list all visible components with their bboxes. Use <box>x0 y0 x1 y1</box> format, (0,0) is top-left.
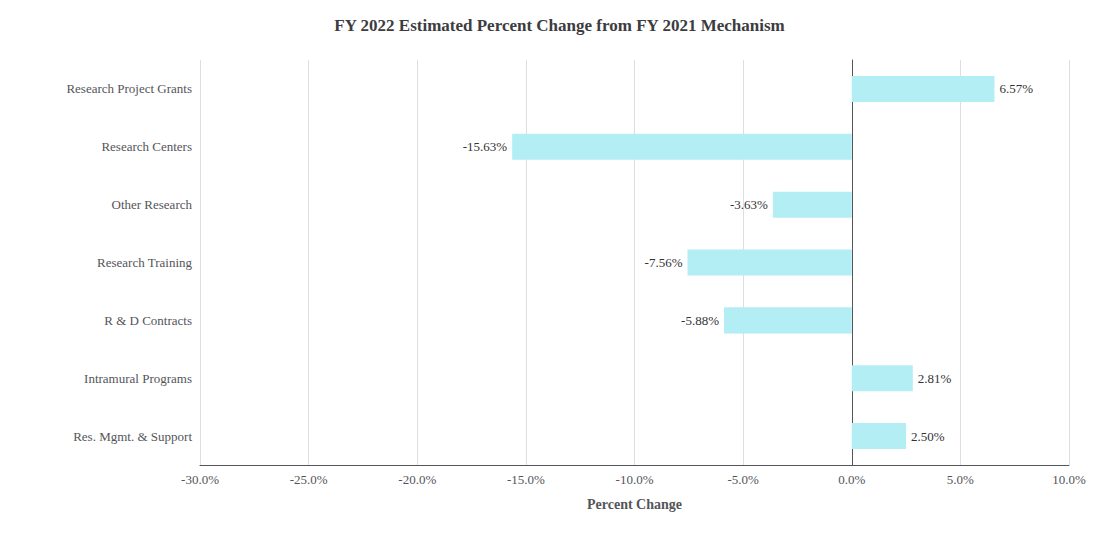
svg-text:-15.0%: -15.0% <box>507 472 545 487</box>
svg-text:-15.63%: -15.63% <box>463 139 508 154</box>
svg-text:-10.0%: -10.0% <box>616 472 654 487</box>
svg-text:Intramural Programs: Intramural Programs <box>84 371 192 386</box>
svg-text:0.0%: 0.0% <box>838 472 865 487</box>
svg-text:10.0%: 10.0% <box>1052 472 1086 487</box>
svg-text:5.0%: 5.0% <box>947 472 974 487</box>
svg-text:-5.88%: -5.88% <box>681 313 719 328</box>
svg-text:-3.63%: -3.63% <box>730 197 768 212</box>
svg-text:FY 2022 Estimated Percent Chan: FY 2022 Estimated Percent Change from FY… <box>334 16 784 35</box>
svg-text:-20.0%: -20.0% <box>398 472 436 487</box>
svg-text:-5.0%: -5.0% <box>727 472 759 487</box>
svg-text:Percent Change: Percent Change <box>587 497 682 512</box>
svg-text:Other Research: Other Research <box>112 197 193 212</box>
svg-text:2.81%: 2.81% <box>918 371 952 386</box>
svg-text:Res. Mgmt. & Support: Res. Mgmt. & Support <box>73 429 192 444</box>
svg-text:Research Project Grants: Research Project Grants <box>66 81 192 96</box>
svg-text:-7.56%: -7.56% <box>645 255 683 270</box>
svg-text:Research Training: Research Training <box>97 255 192 270</box>
svg-text:6.57%: 6.57% <box>999 81 1033 96</box>
svg-text:-25.0%: -25.0% <box>290 472 328 487</box>
svg-text:2.50%: 2.50% <box>911 429 945 444</box>
svg-text:-30.0%: -30.0% <box>181 472 219 487</box>
svg-text:Research Centers: Research Centers <box>101 139 192 154</box>
svg-text:R & D Contracts: R & D Contracts <box>104 313 192 328</box>
